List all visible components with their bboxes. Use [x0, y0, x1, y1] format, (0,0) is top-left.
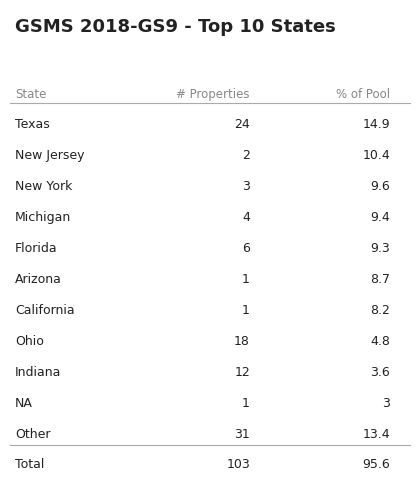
Text: 3: 3 [382, 397, 390, 410]
Text: 8.2: 8.2 [370, 304, 390, 317]
Text: 18: 18 [234, 335, 250, 348]
Text: Arizona: Arizona [15, 273, 62, 286]
Text: # Properties: # Properties [176, 88, 250, 101]
Text: 13.4: 13.4 [362, 428, 390, 441]
Text: Florida: Florida [15, 242, 58, 255]
Text: 95.6: 95.6 [362, 458, 390, 471]
Text: NA: NA [15, 397, 33, 410]
Text: 10.4: 10.4 [362, 149, 390, 162]
Text: 6: 6 [242, 242, 250, 255]
Text: Michigan: Michigan [15, 211, 71, 224]
Text: 1: 1 [242, 273, 250, 286]
Text: 2: 2 [242, 149, 250, 162]
Text: California: California [15, 304, 75, 317]
Text: 3.6: 3.6 [370, 366, 390, 379]
Text: Other: Other [15, 428, 50, 441]
Text: % of Pool: % of Pool [336, 88, 390, 101]
Text: 9.4: 9.4 [370, 211, 390, 224]
Text: 9.3: 9.3 [370, 242, 390, 255]
Text: Indiana: Indiana [15, 366, 61, 379]
Text: 24: 24 [234, 118, 250, 131]
Text: 12: 12 [234, 366, 250, 379]
Text: 9.6: 9.6 [370, 180, 390, 193]
Text: 1: 1 [242, 304, 250, 317]
Text: Ohio: Ohio [15, 335, 44, 348]
Text: 4: 4 [242, 211, 250, 224]
Text: GSMS 2018-GS9 - Top 10 States: GSMS 2018-GS9 - Top 10 States [15, 18, 336, 36]
Text: New Jersey: New Jersey [15, 149, 84, 162]
Text: Total: Total [15, 458, 45, 471]
Text: State: State [15, 88, 46, 101]
Text: Texas: Texas [15, 118, 50, 131]
Text: 31: 31 [234, 428, 250, 441]
Text: 103: 103 [226, 458, 250, 471]
Text: 4.8: 4.8 [370, 335, 390, 348]
Text: 3: 3 [242, 180, 250, 193]
Text: 8.7: 8.7 [370, 273, 390, 286]
Text: 1: 1 [242, 397, 250, 410]
Text: New York: New York [15, 180, 72, 193]
Text: 14.9: 14.9 [362, 118, 390, 131]
